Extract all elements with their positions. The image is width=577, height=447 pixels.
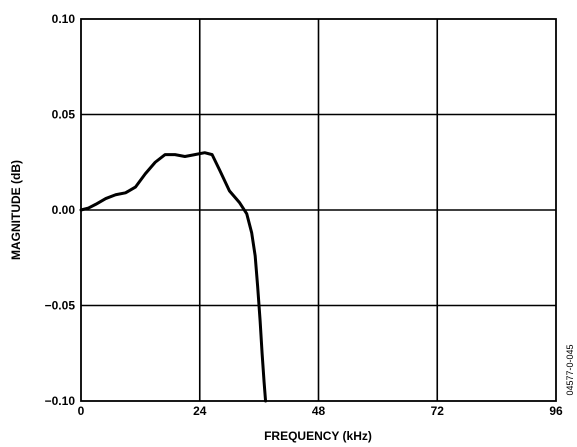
x-axis-title: FREQUENCY (kHz)	[264, 429, 372, 443]
x-tick-label: 24	[193, 404, 207, 418]
x-tick-label: 72	[431, 404, 445, 418]
x-axis-ticks: 0 24 48 72 96	[78, 404, 563, 418]
y-tick-label: 0.05	[52, 108, 76, 122]
x-tick-label: 48	[312, 404, 326, 418]
x-tick-label: 96	[549, 404, 563, 418]
x-tick-label: 0	[78, 404, 85, 418]
y-tick-label: 0.00	[52, 203, 76, 217]
y-tick-label: −0.05	[45, 299, 76, 313]
y-axis-ticks: 0.10 0.05 0.00 −0.05 −0.10	[45, 12, 76, 408]
y-axis-title: MAGNITUDE (dB)	[9, 160, 23, 260]
y-tick-label: −0.10	[45, 394, 76, 408]
y-tick-label: 0.10	[52, 12, 76, 26]
figure-id-label: 04577-0-045	[565, 344, 575, 395]
magnitude-series-line	[79, 151, 268, 403]
grid-lines	[81, 19, 556, 401]
